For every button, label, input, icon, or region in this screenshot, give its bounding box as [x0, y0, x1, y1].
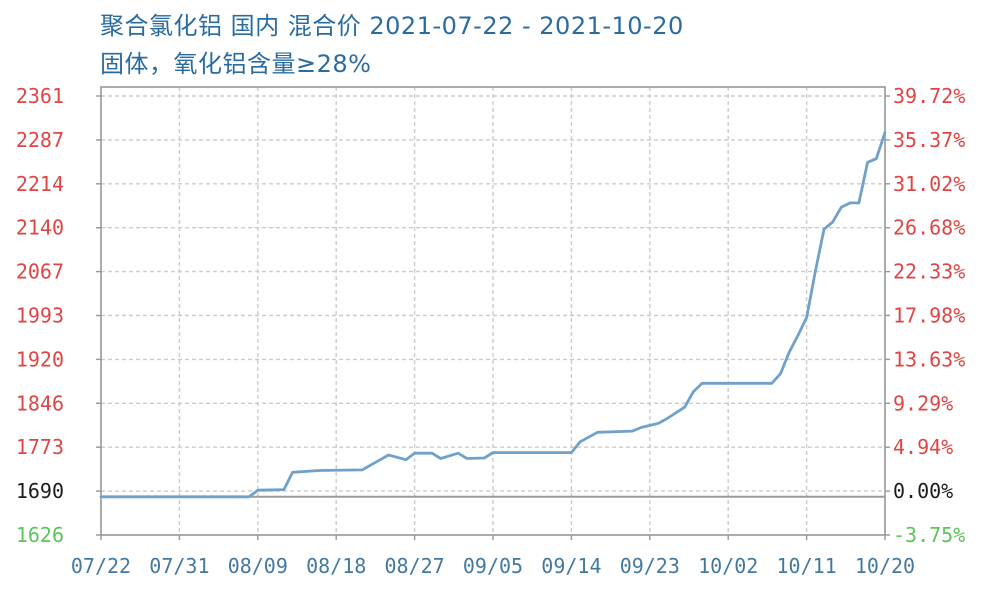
price-axis-label: 1846: [16, 391, 64, 415]
date-axis-label: 08/27: [384, 554, 444, 578]
date-axis-label: 07/22: [71, 554, 131, 578]
date-axis-label: 10/11: [776, 554, 836, 578]
date-axis-label: 10/20: [855, 554, 915, 578]
price-axis-label: 2361: [16, 84, 64, 108]
price-axis-label: 1690: [16, 479, 64, 503]
chart-title: 聚合氯化铝 国内 混合价 2021-07-22 - 2021-10-20: [100, 12, 684, 40]
plot-border: [100, 86, 886, 536]
date-axis-label: 09/05: [463, 554, 523, 578]
price-axis-label: 2140: [16, 216, 64, 240]
chart-subtitle: 固体，氧化铝含量≥28%: [100, 50, 372, 78]
percent-axis-label: 31.02%: [893, 172, 965, 196]
price-axis-label: 2287: [16, 128, 64, 152]
percent-axis-label: 13.63%: [893, 347, 965, 371]
date-axis-label: 10/02: [698, 554, 758, 578]
price-axis-label: 2214: [16, 172, 64, 196]
percent-axis-label: 39.72%: [893, 84, 965, 108]
date-axis-label: 09/23: [620, 554, 680, 578]
grid: [101, 87, 885, 535]
date-axis-label: 08/09: [228, 554, 288, 578]
price-axis-label: 1626: [16, 523, 64, 547]
percent-axis-label: 0.00%: [893, 479, 953, 503]
price-axis-labels: 2361 2287 2214 2140 2067 1993 1920 1846 1773 1690…: [16, 84, 64, 547]
percent-axis-label: 17.98%: [893, 304, 965, 328]
percent-axis-labels: 39.72% 35.37% 31.02% 26.68% 22.33% 17.98% 13.6…: [893, 84, 965, 547]
percent-axis-label: 22.33%: [893, 260, 965, 284]
price-axis-label: 1993: [16, 304, 64, 328]
price-axis-label: 2067: [16, 260, 64, 284]
date-axis-label: 08/18: [306, 554, 366, 578]
percent-axis-label: -3.75%: [893, 523, 965, 547]
percent-axis-label: 4.94%: [893, 435, 953, 459]
date-axis-label: 09/14: [541, 554, 601, 578]
date-axis-labels: 07/22 07/31 08/09 08/18 08/27 09/05 09/14 09/23…: [71, 554, 915, 578]
percent-axis-label: 35.37%: [893, 128, 965, 152]
price-line: [99, 130, 887, 499]
price-axis-label: 1920: [16, 347, 64, 371]
date-axis-label: 07/31: [149, 554, 209, 578]
price-axis-label: 1773: [16, 435, 64, 459]
percent-axis-label: 26.68%: [893, 216, 965, 240]
axis-ticks: [96, 95, 890, 540]
percent-axis-label: 9.29%: [893, 391, 953, 415]
